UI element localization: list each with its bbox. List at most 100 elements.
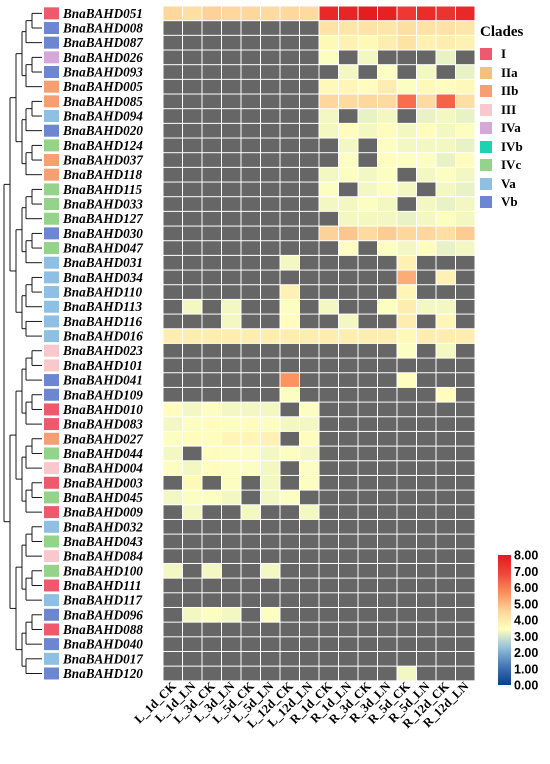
heatmap-cell — [358, 534, 377, 549]
heatmap-cell — [319, 402, 338, 417]
gene-label: BnaBAHD009 — [62, 505, 143, 520]
gene-label: BnaBAHD088 — [62, 622, 143, 637]
color-scale-tick: 4.00 — [514, 614, 538, 628]
heatmap-cell — [261, 329, 280, 343]
heatmap-cell — [436, 167, 455, 182]
heatmap-cell — [300, 519, 319, 534]
heatmap-cell — [280, 387, 299, 402]
heatmap-cell — [339, 329, 358, 343]
heatmap-cell — [261, 167, 280, 182]
heatmap-cell — [319, 226, 338, 241]
clade-box — [44, 51, 59, 64]
heatmap-cell — [183, 299, 202, 314]
heatmap-cell — [300, 50, 319, 65]
heatmap-cell — [183, 241, 202, 255]
heatmap-cell — [378, 299, 397, 314]
heatmap-cell — [436, 387, 455, 402]
heatmap-cell — [163, 35, 182, 50]
heatmap-cell — [280, 358, 299, 373]
heatmap-cell — [280, 417, 299, 431]
heatmap-cell — [456, 622, 475, 637]
heatmap-cell — [300, 153, 319, 167]
heatmap-cell — [436, 21, 455, 35]
heatmap-cell — [183, 402, 202, 417]
clade-box — [44, 95, 59, 108]
heatmap-cell — [417, 593, 436, 607]
heatmap-cell — [397, 226, 416, 241]
clade-box — [44, 154, 59, 167]
heatmap-cell — [456, 329, 475, 343]
heatmap-cell — [300, 123, 319, 138]
heatmap-cell — [397, 6, 416, 21]
gene-label: BnaBAHD120 — [62, 666, 143, 681]
heatmap-cell — [241, 622, 260, 637]
heatmap-cell — [183, 138, 202, 153]
gene-label: BnaBAHD037 — [62, 153, 144, 168]
heatmap-cell — [436, 241, 455, 255]
heatmap-cell — [202, 314, 221, 329]
heatmap-cell — [319, 109, 338, 123]
heatmap-cell — [319, 666, 338, 681]
heatmap-cell — [202, 417, 221, 431]
heatmap-cell — [319, 21, 338, 35]
heatmap-cell — [436, 534, 455, 549]
heatmap-cell — [397, 123, 416, 138]
heatmap-cell — [280, 651, 299, 666]
color-scale-tick: 0.00 — [514, 679, 538, 693]
heatmap-cell — [241, 593, 260, 607]
gene-label: BnaBAHD016 — [62, 329, 143, 344]
heatmap-cell — [280, 475, 299, 490]
heatmap-cell — [397, 475, 416, 490]
heatmap-cell — [300, 94, 319, 109]
heatmap-cell — [300, 314, 319, 329]
heatmap-cell — [339, 534, 358, 549]
heatmap-cell — [183, 153, 202, 167]
heatmap-cell — [280, 314, 299, 329]
gene-label: BnaBAHD084 — [62, 549, 143, 564]
heatmap-cell — [163, 651, 182, 666]
color-scale-tick: 6.00 — [514, 581, 538, 595]
clade-box — [44, 242, 59, 255]
heatmap-cell — [280, 65, 299, 79]
heatmap-cell — [183, 343, 202, 358]
heatmap-cell — [300, 563, 319, 578]
heatmap-cell — [202, 6, 221, 21]
color-scale-tick: 5.00 — [514, 597, 538, 611]
heatmap-cell — [319, 358, 338, 373]
heatmap-cell — [202, 637, 221, 651]
heatmap-cell — [456, 226, 475, 241]
heatmap-cell — [202, 79, 221, 94]
heatmap-cell — [183, 578, 202, 593]
clade-box — [44, 667, 59, 680]
heatmap-cell — [222, 35, 241, 50]
heatmap-cell — [339, 666, 358, 681]
legend-swatch — [480, 85, 492, 98]
heatmap-cell — [378, 329, 397, 343]
heatmap-cell — [436, 299, 455, 314]
heatmap-cell — [241, 417, 260, 431]
heatmap-cell — [280, 505, 299, 519]
heatmap-cell — [222, 285, 241, 299]
heatmap-cell — [358, 226, 377, 241]
heatmap-cell — [261, 402, 280, 417]
heatmap-cell — [417, 563, 436, 578]
heatmap-cell — [202, 666, 221, 681]
clade-box — [44, 447, 59, 460]
heatmap-cell — [378, 387, 397, 402]
heatmap-cell — [183, 549, 202, 563]
heatmap-cell — [241, 285, 260, 299]
heatmap-cell — [300, 255, 319, 270]
clades-legend: Clades I IIa IIb III IVa IVb IVc Va Vb — [480, 24, 548, 212]
heatmap-cell — [241, 343, 260, 358]
heatmap-cell — [339, 35, 358, 50]
heatmap-cell — [456, 666, 475, 681]
heatmap-cell — [358, 607, 377, 622]
heatmap-cell — [241, 270, 260, 285]
heatmap-cell — [319, 593, 338, 607]
heatmap-cell — [378, 549, 397, 563]
heatmap-cell — [436, 35, 455, 50]
heatmap-cell — [339, 226, 358, 241]
heatmap-cell — [300, 387, 319, 402]
heatmap-cell — [163, 578, 182, 593]
heatmap-cell — [339, 314, 358, 329]
